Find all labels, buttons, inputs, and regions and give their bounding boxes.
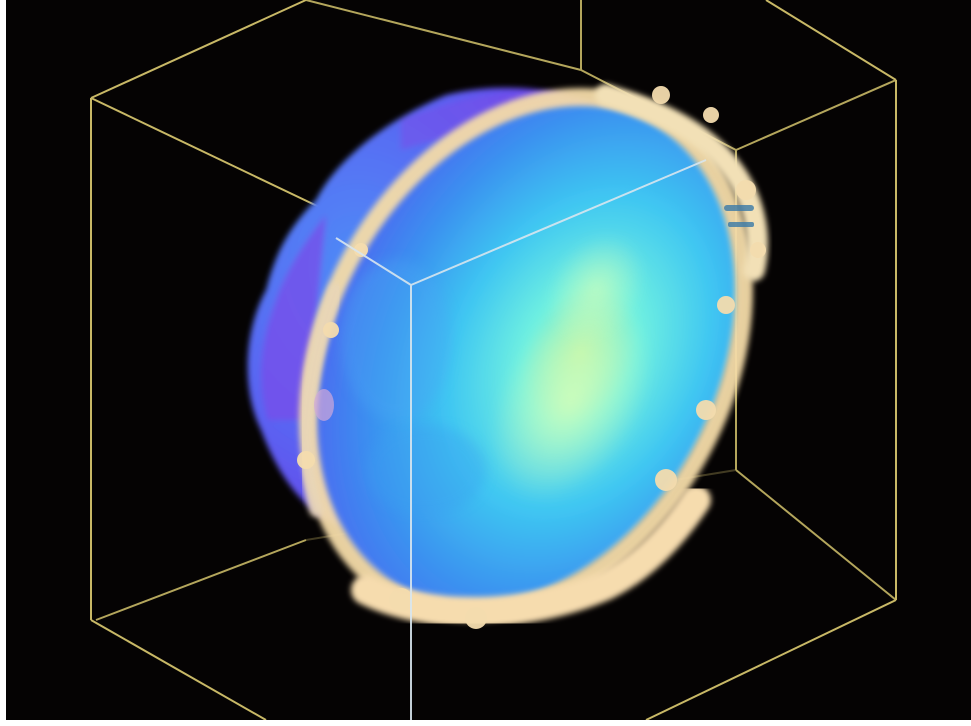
- cube-front-corner: [335, 159, 707, 720]
- render-viewport: [6, 0, 971, 720]
- rim-ring: [297, 84, 768, 629]
- volume-surface: [312, 101, 740, 609]
- volume-render-canvas: [90, 0, 897, 720]
- bounding-cube-front: [90, 0, 897, 720]
